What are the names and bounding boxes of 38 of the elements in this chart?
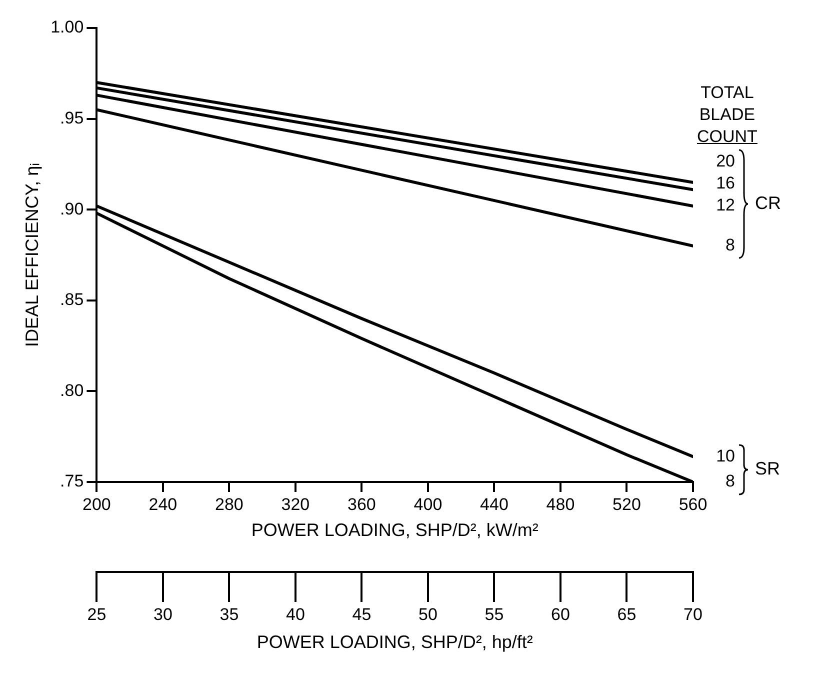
x-tick-label: 520 <box>612 494 641 514</box>
y-tick-label: .85 <box>60 290 84 310</box>
y-axis-title: IDEAL EFFICIENCY, ηᵢ <box>22 163 42 347</box>
x2-axis-title: POWER LOADING, SHP/D², hp/ft² <box>256 632 533 652</box>
y-tick-label: .95 <box>60 108 84 128</box>
x2-tick-label: 55 <box>484 604 504 624</box>
x-tick-label: 400 <box>414 494 442 514</box>
x-tick-label: 240 <box>148 494 178 514</box>
x-tick-label: 480 <box>546 494 575 514</box>
y-tick-label: .80 <box>60 380 84 400</box>
x-tick-label: 200 <box>82 494 111 514</box>
series-label: 8 <box>726 236 735 255</box>
series-label: 20 <box>716 152 735 171</box>
x-tick-label: 320 <box>281 494 310 514</box>
x2-tick-label: 60 <box>551 604 570 624</box>
series-label: 8 <box>726 472 735 491</box>
y-tick-label: .75 <box>60 472 84 491</box>
x2-tick-label: 50 <box>418 604 438 624</box>
x-tick-label: 440 <box>480 494 508 514</box>
text: SR <box>755 458 780 478</box>
series-label: 12 <box>716 196 735 215</box>
x-tick-label: 280 <box>215 494 244 514</box>
x-axis-title: POWER LOADING, SHP/D², kW/m² <box>251 520 538 540</box>
y-tick-label: 1.00 <box>50 18 84 37</box>
x2-tick-label: 30 <box>153 604 172 624</box>
x2-tick-label: 40 <box>286 604 305 624</box>
y-tick-label: .90 <box>60 199 84 218</box>
x-tick-label: 560 <box>678 494 708 514</box>
x-tick-label: 360 <box>348 494 376 514</box>
series-label: 10 <box>716 446 735 466</box>
legend-title: TOTAL BLADE COUNT <box>697 82 758 148</box>
x2-tick-label: 65 <box>617 604 636 624</box>
x2-tick-label: 45 <box>352 604 372 624</box>
text: CR <box>755 192 781 213</box>
x2-tick-label: 70 <box>684 604 702 624</box>
x2-tick-label: 35 <box>220 604 239 624</box>
series-label: 16 <box>716 174 735 193</box>
x2-tick-label: 25 <box>87 604 106 624</box>
